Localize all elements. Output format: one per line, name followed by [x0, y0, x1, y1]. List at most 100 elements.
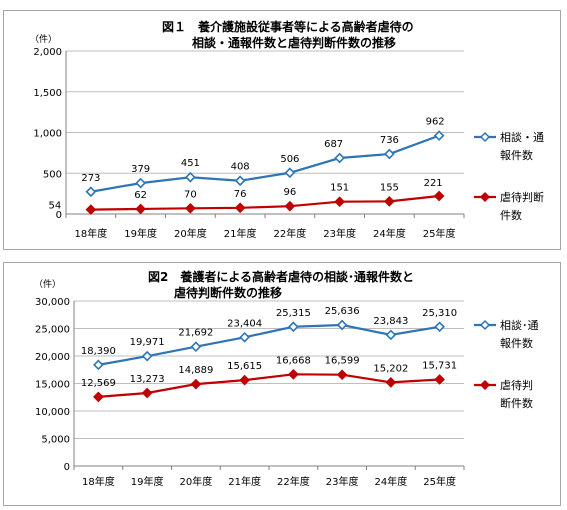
y-unit-label: （件）: [30, 33, 57, 45]
data-point: [385, 329, 397, 341]
data-point: [141, 387, 153, 399]
legend-label: 報件数: [500, 149, 533, 162]
x-tick-label: 21年度: [228, 475, 261, 488]
data-label: 12,569: [81, 378, 116, 389]
data-point: [284, 200, 296, 212]
series-line: [98, 323, 440, 366]
data-label: 506: [280, 154, 299, 165]
data-label: 736: [380, 135, 399, 146]
data-label: 379: [131, 164, 150, 175]
data-point: [288, 321, 299, 333]
chart-2: 図2 養護者による高齢者虐待の相談･通報件数と虐待判断件数の推移 （件） 0 5,00…: [34, 269, 539, 488]
chart-2-panel: 図2 養護者による高齢者虐待の相談･通報件数と 虐待判断件数の推移 （件） 0 5,00…: [3, 262, 561, 506]
data-label: 23,843: [373, 316, 408, 327]
data-label: 25,636: [325, 306, 360, 317]
x-tick-label: 20年度: [174, 227, 207, 240]
x-tick-label: 20年度: [180, 475, 213, 488]
legend-label: 断件数: [500, 396, 533, 410]
data-label: 18,390: [81, 346, 116, 357]
data-point: [234, 175, 246, 187]
data-label: 23,404: [227, 318, 262, 329]
y-tick-label: 5,000: [41, 435, 70, 446]
data-label: 25,310: [422, 308, 457, 319]
y-tick-label: 500: [43, 169, 62, 180]
data-point: [135, 177, 146, 189]
x-tick-label: 24年度: [375, 475, 408, 488]
x-tick-label: 19年度: [124, 227, 157, 240]
data-label: 15,202: [373, 363, 408, 374]
legend-marker: [479, 191, 491, 203]
y-tick-label: 30,000: [35, 297, 70, 308]
y-tick-label: 10,000: [35, 407, 70, 418]
legend-label: 報件数: [500, 337, 533, 350]
x-tick-label: 25年度: [423, 475, 456, 488]
data-point: [385, 377, 397, 388]
data-label: 76: [234, 189, 247, 200]
data-point: [384, 148, 395, 160]
series-line: [98, 373, 440, 398]
data-label: 962: [426, 117, 445, 128]
chart-title: 虐待判断件数の推移: [174, 285, 282, 300]
data-point: [234, 202, 246, 214]
data-label: 70: [184, 189, 197, 200]
y-tick-label: 15,000: [35, 380, 70, 391]
data-label: 54: [49, 201, 62, 212]
data-point: [334, 152, 345, 164]
data-label: 13,273: [130, 374, 165, 385]
legend-marker: [479, 131, 491, 143]
data-point: [85, 186, 97, 198]
y-tick-label: 1,500: [33, 88, 62, 99]
data-label: 408: [231, 162, 250, 173]
y-tick-label: 0: [56, 210, 62, 221]
data-point: [185, 171, 196, 183]
legend-marker: [479, 379, 491, 391]
data-label: 155: [380, 182, 399, 193]
data-label: 16,668: [276, 355, 311, 366]
y-unit-label: （件）: [34, 278, 61, 290]
data-point: [433, 130, 445, 141]
legend-label: 相談･通: [500, 318, 539, 332]
data-point: [433, 190, 445, 202]
data-point: [190, 378, 202, 390]
data-point: [384, 196, 395, 207]
data-label: 19,971: [130, 337, 165, 348]
y-tick-label: 1,000: [33, 129, 62, 140]
data-label: 273: [81, 173, 100, 184]
series-line: [90, 134, 440, 193]
data-point: [190, 341, 202, 353]
data-label: 451: [181, 158, 200, 169]
x-tick-label: 23年度: [326, 475, 359, 488]
x-tick-label: 24年度: [373, 227, 406, 240]
x-tick-label: 22年度: [274, 227, 307, 240]
data-point: [135, 203, 146, 215]
x-tick-label: 18年度: [82, 475, 115, 488]
chart-title: 図2 養護者による高齢者虐待の相談･通報件数と: [148, 269, 414, 284]
data-point: [93, 359, 104, 371]
y-tick-label: 20,000: [35, 352, 70, 363]
legend-marker: [479, 319, 491, 331]
x-tick-label: 22年度: [277, 475, 310, 488]
data-label: 151: [330, 183, 349, 194]
data-point: [185, 202, 196, 214]
data-label: 687: [324, 139, 343, 150]
y-tick-label: 2,000: [33, 47, 62, 58]
x-tick-label: 25年度: [423, 227, 456, 240]
legend-label: 虐待判断: [500, 190, 544, 204]
data-label: 21,692: [178, 328, 213, 339]
data-point: [141, 350, 153, 362]
data-point: [93, 391, 104, 403]
data-label: 16,599: [325, 356, 360, 367]
data-point: [85, 204, 97, 215]
data-point: [336, 369, 348, 381]
data-point: [284, 167, 296, 179]
data-label: 221: [424, 178, 443, 189]
y-tick-label: 0: [64, 462, 70, 473]
x-tick-label: 21年度: [224, 227, 257, 240]
data-point: [336, 319, 348, 331]
chart-title: 相談・通報件数と虐待判断件数の推移: [192, 35, 396, 50]
x-tick-label: 18年度: [75, 227, 108, 240]
chart-1-panel: 図１ 養介護施設従事者等による高齢者虐待の 相談・通報件数と虐待判断件数の推移 （件…: [3, 10, 561, 250]
data-point: [239, 331, 250, 343]
data-point: [239, 374, 250, 386]
